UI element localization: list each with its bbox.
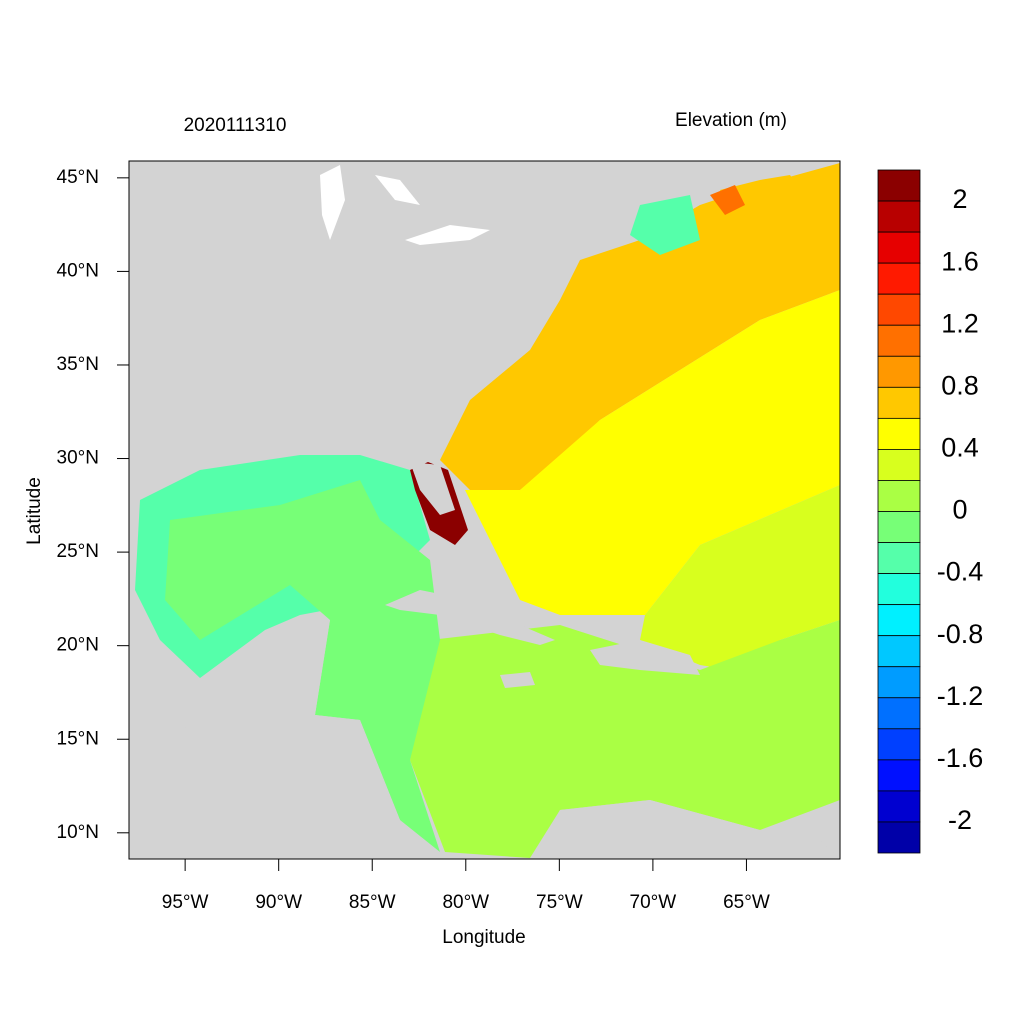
y-tick-label: 45°N bbox=[57, 167, 99, 188]
colorbar-box bbox=[877, 511, 921, 543]
x-tick-label: 95°W bbox=[162, 892, 209, 913]
colorbar-box bbox=[877, 386, 921, 419]
ocean-region bbox=[440, 163, 840, 490]
x-tick-label: 85°W bbox=[349, 892, 396, 913]
colorbar-box bbox=[877, 293, 921, 326]
ocean-region bbox=[640, 485, 840, 675]
colorbar-label: 1.2 bbox=[941, 308, 979, 338]
colorbar-box bbox=[877, 542, 921, 574]
y-tick-label: 25°N bbox=[57, 541, 99, 562]
x-axis-label: Longitude bbox=[442, 927, 525, 948]
land-area bbox=[129, 620, 430, 859]
colorbar-box bbox=[877, 355, 921, 388]
colorbar-label: -0.8 bbox=[937, 619, 984, 649]
island bbox=[385, 590, 555, 645]
x-tick-label: 80°W bbox=[442, 892, 489, 913]
title: 2020111310 bbox=[184, 115, 287, 136]
colorbar-box bbox=[877, 169, 921, 202]
map bbox=[128, 160, 841, 860]
lake bbox=[375, 175, 420, 205]
colorbar: 2 1.6 1.2 0.8 0.4 0 -0.4 -0.8 -1.2 -1.6 -2 bbox=[877, 169, 984, 854]
colorbar-label: 0.8 bbox=[941, 370, 979, 400]
ocean-region bbox=[630, 195, 700, 255]
lake bbox=[405, 225, 490, 245]
colorbar-label: -1.2 bbox=[937, 681, 984, 711]
colorbar-box bbox=[877, 324, 921, 357]
ocean-region bbox=[710, 185, 745, 215]
colorbar-box bbox=[877, 759, 921, 792]
colorbar-box bbox=[877, 697, 921, 730]
axes: 95°W 90°W 85°W 80°W 75°W 70°W 65°W 10°N 15°N 20°N… bbox=[57, 167, 770, 913]
y-tick-label: 35°N bbox=[57, 354, 99, 375]
ocean-region bbox=[165, 480, 440, 852]
colorbar-box bbox=[877, 480, 921, 512]
colorbar-label: 0.4 bbox=[941, 433, 979, 463]
land-area bbox=[540, 800, 840, 859]
colorbar-label: 1.6 bbox=[941, 246, 979, 276]
x-tick-label: 75°W bbox=[536, 892, 583, 913]
florida-land bbox=[410, 462, 455, 515]
plot-frame bbox=[128, 160, 841, 860]
variable-label: Elevation (m) bbox=[675, 110, 787, 131]
y-tick-label: 20°N bbox=[57, 635, 99, 656]
x-tick-label: 70°W bbox=[630, 892, 677, 913]
y-tick-label: 30°N bbox=[57, 448, 99, 469]
lake bbox=[320, 165, 345, 240]
colorbar-label: 0 bbox=[952, 495, 967, 525]
colorbar-box bbox=[877, 449, 921, 481]
colorbar-label: -0.4 bbox=[937, 557, 984, 587]
colorbar-box bbox=[877, 821, 921, 854]
colorbar-box bbox=[877, 790, 921, 823]
x-tick-label: 90°W bbox=[255, 892, 302, 913]
colorbar-box bbox=[877, 231, 921, 264]
x-tick-label: 65°W bbox=[723, 892, 770, 913]
island bbox=[590, 640, 700, 675]
colorbar-label: -2 bbox=[948, 805, 972, 835]
colorbar-box bbox=[877, 666, 921, 699]
colorbar-box bbox=[877, 728, 921, 761]
ocean-region bbox=[465, 290, 840, 615]
colorbar-box bbox=[877, 200, 921, 233]
colorbar-box bbox=[877, 635, 921, 668]
y-axis-label: Latitude bbox=[24, 477, 45, 545]
y-tick-label: 15°N bbox=[57, 728, 99, 749]
y-tick-label: 10°N bbox=[57, 822, 99, 843]
colorbar-box bbox=[877, 417, 921, 450]
colorbar-box bbox=[877, 604, 921, 637]
island bbox=[500, 672, 535, 688]
y-tick-label: 40°N bbox=[57, 260, 99, 281]
colorbar-label: -1.6 bbox=[937, 743, 984, 773]
colorbar-label: 2 bbox=[952, 184, 967, 214]
colorbar-box bbox=[877, 262, 921, 295]
colorbar-box bbox=[877, 573, 921, 606]
